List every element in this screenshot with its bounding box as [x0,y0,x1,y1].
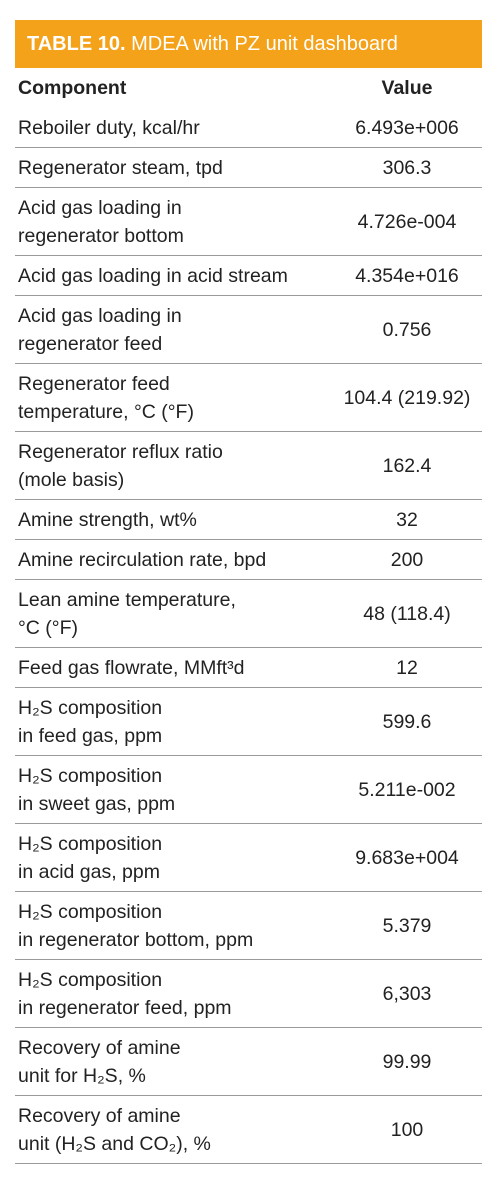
table-row: H₂S composition in sweet gas, ppm 5.211e-0… [15,755,482,824]
component-text: in sweet gas, ppm [18,792,176,815]
component-cell: Acid gas loading in regenerator bottom [15,187,329,256]
component-text: H₂S composition [18,968,163,991]
value-cell: 306.3 [329,147,482,188]
component-text: Feed gas flowrate, MMft³d [18,656,245,679]
title-text: MDEA with PZ unit dashboard [131,33,398,55]
value-cell: 599.6 [329,687,482,756]
component-cell: Regenerator feed temperature, °C (°F) [15,363,329,432]
component-cell: Amine recirculation rate, bpd [15,539,329,580]
component-text: Recovery of amine [18,1104,181,1127]
value-cell: 5.211e-002 [329,755,482,824]
component-cell: Feed gas flowrate, MMft³d [15,647,329,688]
component-text: H₂S composition [18,696,163,719]
component-text: regenerator feed [18,332,163,355]
component-text: in regenerator feed, ppm [18,996,232,1019]
component-text: Lean amine temperature, [18,588,236,611]
component-text: Regenerator steam, tpd [18,156,223,179]
component-text: Regenerator feed [18,372,170,395]
table-row: Acid gas loading in regenerator bottom 4.7… [15,187,482,256]
component-text: °C (°F) [18,616,78,639]
component-cell: Amine strength, wt% [15,499,329,540]
value-cell: 6.493e+006 [329,108,482,148]
table-panel: TABLE 10. MDEA with PZ unit dashboard Co… [15,20,482,1164]
column-header: Component [18,77,127,99]
value-cell: 104.4 (219.92) [329,363,482,432]
component-text: Recovery of amine [18,1036,181,1059]
component-text: Amine recirculation rate, bpd [18,548,267,571]
column-header: Value [381,77,433,99]
value-cell: 162.4 [329,431,482,500]
table-body: Reboiler duty, kcal/hr 6.493e+006 Regenera… [15,108,482,1164]
component-cell: Lean amine temperature, °C (°F) [15,579,329,648]
table-row: H₂S composition in regenerator bottom, pp… [15,891,482,960]
table-row: Regenerator steam, tpd 306.3 [15,147,482,188]
component-cell: H₂S composition in acid gas, ppm [15,823,329,892]
value-cell: 6,303 [329,959,482,1028]
component-cell: Regenerator steam, tpd [15,147,329,188]
component-text: Reboiler duty, kcal/hr [18,116,200,139]
table-row: H₂S composition in regenerator feed, ppm 6… [15,959,482,1028]
component-cell: H₂S composition in sweet gas, ppm [15,755,329,824]
component-text: in regenerator bottom, ppm [18,928,254,951]
table-row: Regenerator reflux ratio (mole basis) 162.… [15,431,482,500]
component-text: (mole basis) [18,468,125,491]
table-row: Regenerator feed temperature, °C (°F) 104.… [15,363,482,432]
table-row: Acid gas loading in regenerator feed 0.756 [15,295,482,364]
value-cell: 32 [329,499,482,540]
table-row: Reboiler duty, kcal/hr 6.493e+006 [15,108,482,148]
component-cell: Acid gas loading in regenerator feed [15,295,329,364]
table-row: Recovery of amine unit for H₂S, % 99.99 [15,1027,482,1096]
component-cell: H₂S composition in feed gas, ppm [15,687,329,756]
component-cell: Reboiler duty, kcal/hr [15,108,329,148]
value-cell: 9.683e+004 [329,823,482,892]
component-text: H₂S composition [18,764,163,787]
table-row: Lean amine temperature, °C (°F) 48 (118.4) [15,579,482,648]
value-cell: 48 (118.4) [329,579,482,648]
table-label: TABLE 10. [27,33,126,55]
table-row: H₂S composition in feed gas, ppm 599.6 [15,687,482,756]
data-table: Component Value Reboiler duty, kcal/hr 6.… [15,68,482,1164]
component-cell: Recovery of amine unit (H₂S and CO₂), % [15,1095,329,1164]
value-cell: 0.756 [329,295,482,364]
component-text: Acid gas loading in [18,196,182,219]
component-text: Regenerator reflux ratio [18,440,223,463]
component-text: regenerator bottom [18,224,184,247]
table-row: Acid gas loading in acid stream 4.354e+01… [15,255,482,296]
component-text: H₂S composition [18,900,163,923]
component-text: H₂S composition [18,832,163,855]
table-row: Recovery of amine unit (H₂S and CO₂), % 10… [15,1095,482,1164]
component-text: Acid gas loading in acid stream [18,264,288,287]
table-title: TABLE 10. MDEA with PZ unit dashboard [15,20,482,68]
value-cell: 5.379 [329,891,482,960]
component-text: unit for H₂S, % [18,1064,146,1087]
table-row: Amine strength, wt% 32 [15,499,482,540]
component-text: Acid gas loading in [18,304,182,327]
value-cell: 4.726e-004 [329,187,482,256]
component-text: in feed gas, ppm [18,724,163,747]
value-cell: 200 [329,539,482,580]
value-cell: 12 [329,647,482,688]
component-cell: Acid gas loading in acid stream [15,255,329,296]
header-row: Component Value [15,68,482,108]
component-text: temperature, °C (°F) [18,400,194,423]
component-cell: Recovery of amine unit for H₂S, % [15,1027,329,1096]
value-cell: 100 [329,1095,482,1164]
component-text: unit (H₂S and CO₂), % [18,1132,211,1155]
component-text: Amine strength, wt% [18,508,197,531]
component-cell: H₂S composition in regenerator bottom, pp… [15,891,329,960]
component-text: in acid gas, ppm [18,860,160,883]
component-cell: H₂S composition in regenerator feed, ppm [15,959,329,1028]
component-cell: Regenerator reflux ratio (mole basis) [15,431,329,500]
table-row: Feed gas flowrate, MMft³d 12 [15,647,482,688]
table-row: H₂S composition in acid gas, ppm 9.683e+00… [15,823,482,892]
table-row: Amine recirculation rate, bpd 200 [15,539,482,580]
value-cell: 99.99 [329,1027,482,1096]
value-cell: 4.354e+016 [329,255,482,296]
